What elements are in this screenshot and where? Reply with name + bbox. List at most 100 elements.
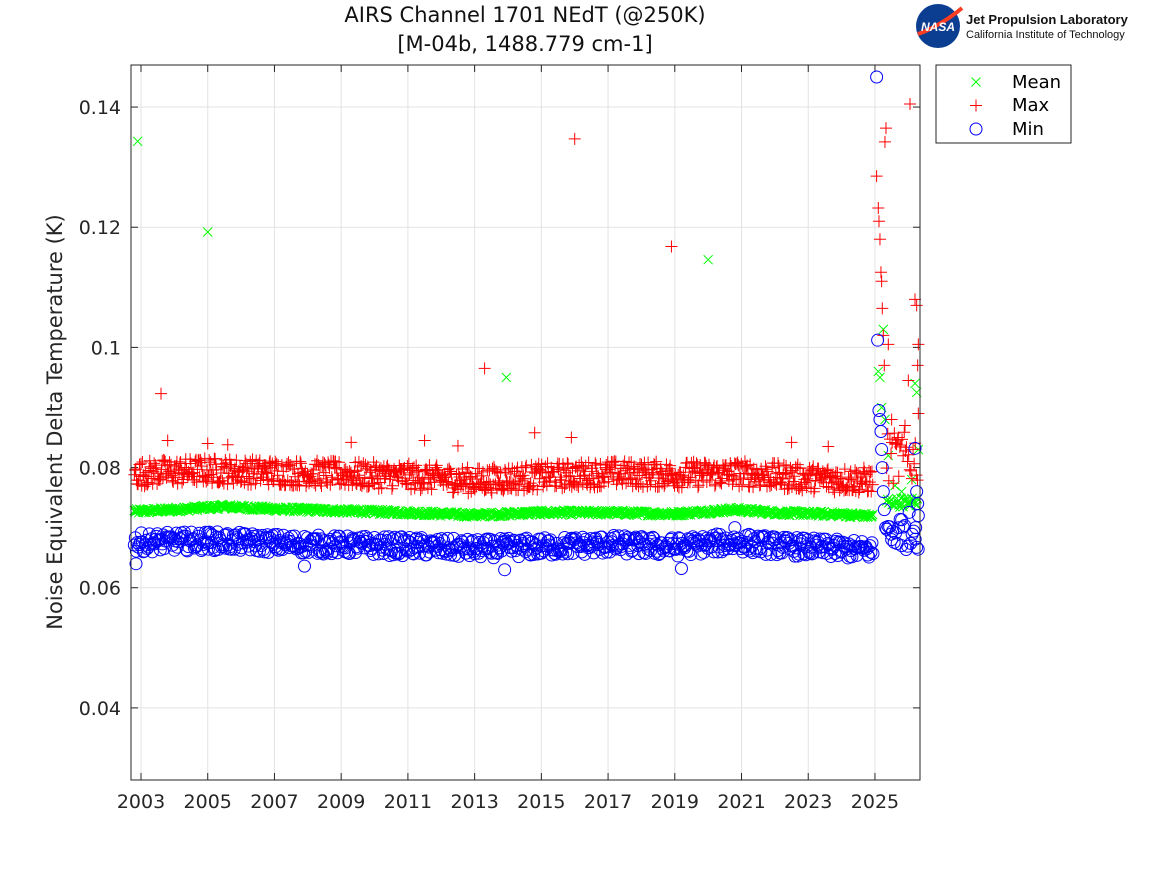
chart-title: AIRS Channel 1701 NEdT (@250K) bbox=[344, 3, 705, 27]
max-marker bbox=[378, 472, 391, 485]
min-marker bbox=[180, 544, 194, 558]
max-marker bbox=[684, 471, 697, 484]
min-marker bbox=[413, 546, 427, 560]
max-marker bbox=[528, 426, 541, 439]
min-marker bbox=[310, 546, 324, 560]
max-marker bbox=[606, 456, 619, 469]
max-marker bbox=[440, 475, 453, 488]
min-marker bbox=[877, 503, 891, 517]
mean-marker bbox=[896, 486, 907, 497]
min-marker bbox=[911, 542, 925, 556]
max-marker bbox=[901, 455, 914, 468]
max-marker bbox=[708, 479, 721, 492]
max-marker bbox=[221, 438, 234, 451]
max-marker bbox=[317, 466, 330, 479]
max-marker bbox=[325, 471, 338, 484]
min-marker bbox=[792, 547, 806, 561]
x-tick-label: 2021 bbox=[717, 791, 765, 813]
max-marker bbox=[294, 457, 307, 470]
min-marker bbox=[647, 531, 661, 545]
max-marker bbox=[865, 465, 878, 478]
max-marker bbox=[372, 482, 385, 495]
y-tick-label: 0.1 bbox=[91, 337, 121, 359]
max-marker bbox=[875, 275, 888, 288]
max-marker bbox=[431, 464, 444, 477]
max-marker bbox=[324, 478, 337, 491]
max-marker bbox=[912, 407, 925, 420]
min-marker bbox=[832, 535, 846, 549]
min-marker bbox=[141, 540, 155, 554]
max-marker bbox=[604, 466, 617, 479]
max-marker bbox=[425, 483, 438, 496]
y-tick-label: 0.14 bbox=[79, 97, 121, 119]
min-marker bbox=[455, 534, 469, 548]
max-marker bbox=[585, 465, 598, 478]
min-marker bbox=[401, 533, 415, 547]
min-marker bbox=[911, 509, 925, 523]
max-marker bbox=[665, 240, 678, 253]
max-marker bbox=[642, 456, 655, 469]
x-tick-label: 2023 bbox=[784, 791, 832, 813]
min-marker bbox=[134, 526, 148, 540]
max-marker bbox=[911, 474, 924, 487]
max-marker bbox=[478, 362, 491, 375]
y-tick-label: 0.04 bbox=[79, 698, 121, 720]
max-marker bbox=[479, 483, 492, 496]
max-marker bbox=[386, 479, 399, 492]
x-tick-label: 2015 bbox=[517, 791, 565, 813]
max-marker bbox=[414, 484, 427, 497]
max-marker bbox=[840, 482, 853, 495]
max-marker bbox=[507, 477, 520, 490]
y-axis-label: Noise Equivalent Delta Temperature (K) bbox=[43, 214, 67, 630]
max-marker bbox=[410, 465, 423, 478]
max-marker bbox=[772, 457, 785, 470]
max-marker bbox=[405, 466, 418, 479]
max-marker bbox=[704, 468, 717, 481]
min-marker bbox=[629, 530, 643, 544]
min-marker bbox=[260, 528, 274, 542]
mean-marker bbox=[515, 509, 526, 520]
max-marker bbox=[892, 431, 905, 444]
max-marker bbox=[838, 463, 851, 476]
max-marker bbox=[500, 474, 513, 487]
max-marker bbox=[263, 456, 276, 469]
max-marker bbox=[469, 467, 482, 480]
max-marker bbox=[801, 472, 814, 485]
max-marker bbox=[307, 463, 320, 476]
max-marker bbox=[338, 463, 351, 476]
max-marker bbox=[898, 426, 911, 439]
max-marker bbox=[410, 459, 423, 472]
min-marker bbox=[752, 531, 766, 545]
x-tick-label: 2013 bbox=[450, 791, 498, 813]
max-marker bbox=[870, 170, 883, 183]
max-marker bbox=[385, 482, 398, 495]
max-marker bbox=[863, 464, 876, 477]
max-marker bbox=[910, 299, 923, 312]
x-tick-label: 2007 bbox=[250, 791, 298, 813]
max-marker bbox=[845, 473, 858, 486]
min-marker bbox=[873, 412, 887, 426]
mean-marker bbox=[867, 509, 878, 520]
max-marker bbox=[715, 477, 728, 490]
min-marker bbox=[790, 531, 804, 545]
max-marker bbox=[136, 455, 149, 468]
max-marker bbox=[774, 475, 787, 488]
max-marker bbox=[443, 462, 456, 475]
max-marker bbox=[517, 469, 530, 482]
min-marker bbox=[359, 530, 373, 544]
max-marker bbox=[223, 453, 236, 466]
max-marker bbox=[911, 359, 924, 372]
min-marker bbox=[674, 562, 688, 576]
min-marker bbox=[559, 545, 573, 559]
max-marker bbox=[242, 465, 255, 478]
max-marker bbox=[863, 476, 876, 489]
max-marker bbox=[399, 477, 412, 490]
mean-marker bbox=[501, 372, 512, 383]
max-marker bbox=[898, 419, 911, 432]
max-marker bbox=[155, 387, 168, 400]
min-marker bbox=[466, 534, 480, 548]
min-marker bbox=[347, 532, 361, 546]
min-marker bbox=[203, 527, 217, 541]
max-marker bbox=[876, 302, 889, 315]
